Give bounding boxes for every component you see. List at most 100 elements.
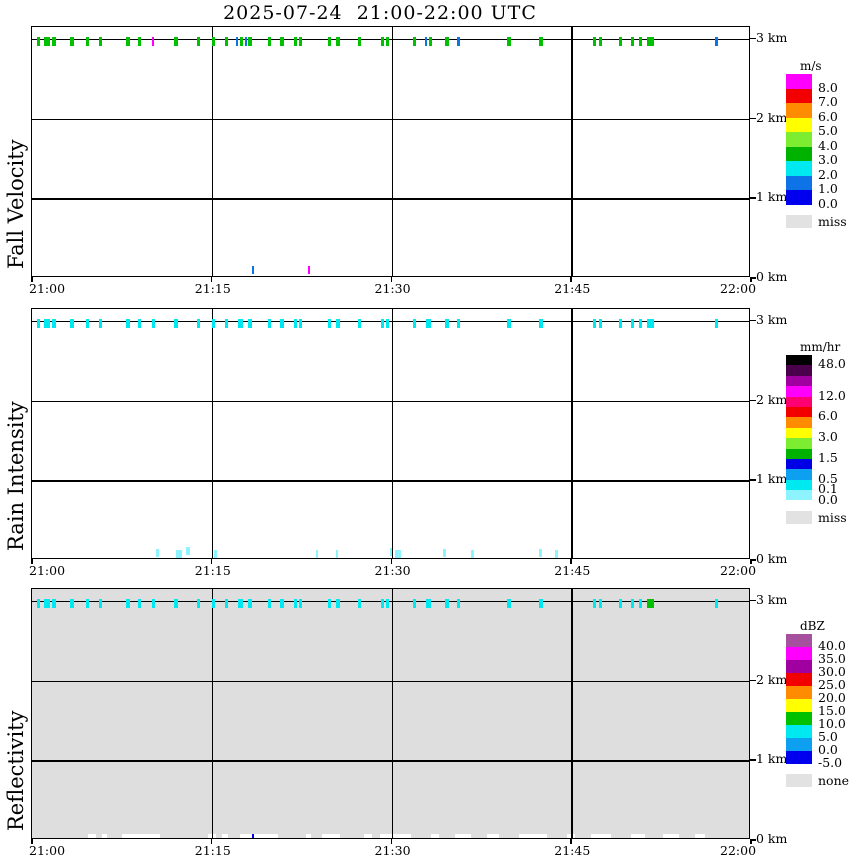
data-cell (248, 37, 252, 47)
data-cell (85, 37, 90, 47)
colorbar-tick-label: 0.0 (818, 195, 838, 211)
data-cell (507, 319, 511, 329)
colorbar-band (786, 396, 812, 407)
y-tick-label: 2 km (756, 391, 788, 407)
colorbar-band (786, 725, 812, 738)
data-cell (471, 550, 474, 558)
colorbar-missing-swatch (786, 510, 812, 524)
y-tick-label: 1 km (756, 189, 788, 205)
data-cell (224, 599, 229, 609)
colorbar-band (786, 375, 812, 387)
colorbar-strip-rain-intensity (786, 355, 812, 501)
data-cell (298, 599, 303, 609)
gridline-horizontal (32, 400, 749, 403)
data-cell (126, 37, 130, 47)
colorbar-band (786, 427, 812, 439)
colorbar-tick-label: 10.0 (818, 716, 846, 731)
data-cell (593, 37, 596, 47)
data-cell (293, 37, 298, 47)
colorbar-band (786, 103, 812, 118)
data-cell (185, 547, 190, 556)
x-tick-label: 21:30 (374, 843, 411, 858)
no-data-patch (207, 834, 216, 838)
gridline-vertical (391, 589, 393, 838)
data-cell (224, 319, 229, 329)
colorbar-band (786, 458, 812, 470)
data-cell (251, 833, 255, 838)
colorbar-band (786, 117, 812, 132)
x-tick-label: 21:45 (554, 281, 591, 296)
no-data-patch (221, 834, 228, 838)
data-cell (174, 319, 178, 329)
colorbar-band (786, 132, 812, 147)
plot-panel-rain-intensity (31, 308, 750, 559)
data-cell (36, 319, 41, 329)
x-tick-label: 21:15 (194, 843, 231, 858)
no-data-patch (101, 834, 108, 838)
colorbar-band (786, 386, 812, 397)
no-data-patch (695, 834, 706, 838)
y-tick-mark (750, 37, 756, 40)
colorbar-tick-label: 1.0 (818, 181, 838, 196)
plot-area-reflectivity (31, 588, 750, 839)
data-cell (98, 599, 103, 609)
colorbar-band (786, 74, 812, 89)
colorbar-tick-label: 48.0 (818, 356, 846, 372)
data-cell (43, 37, 50, 47)
data-cell (639, 599, 642, 609)
colorbar-band (786, 448, 812, 459)
data-cell (70, 599, 74, 609)
x-tick-mark (570, 559, 572, 564)
data-cell (298, 319, 303, 329)
data-cell (539, 599, 543, 609)
data-cell (151, 319, 155, 329)
x-tick-mark (570, 277, 572, 282)
data-cell (211, 37, 216, 47)
x-tick-mark (570, 839, 572, 844)
colorbar-tick-label: 2.0 (818, 166, 838, 182)
data-cell (267, 599, 272, 609)
data-cell (237, 599, 243, 609)
data-cell (235, 37, 239, 47)
data-cell (327, 599, 332, 609)
data-cell (174, 37, 178, 47)
x-tick-mark (210, 277, 213, 282)
data-cell (336, 37, 340, 47)
colorbar-tick-label: 3.0 (818, 429, 838, 445)
y-tick-label: 3 km (756, 591, 788, 607)
colorbar-band (786, 686, 812, 699)
data-cell (137, 37, 142, 47)
data-cell (425, 319, 432, 329)
data-cell (267, 37, 272, 47)
data-cell (593, 599, 596, 609)
colorbar-tick-label: 0.0 (818, 491, 838, 507)
colorbar-tick-label: -5.0 (818, 755, 843, 770)
data-cell (51, 37, 56, 47)
y-tick-mark (750, 117, 756, 120)
data-cell (715, 599, 718, 609)
plot-area-rain-intensity (31, 308, 750, 559)
x-tick-mark (210, 559, 213, 564)
data-cell (445, 37, 450, 47)
x-tick-label: 21:00 (29, 563, 66, 578)
gridline-horizontal (32, 680, 749, 683)
colorbar-tick-label: 7.0 (818, 94, 838, 109)
data-cell (293, 319, 298, 329)
x-tick-label: 21:15 (194, 563, 231, 578)
y-tick-label: 3 km (756, 311, 788, 327)
data-cell (357, 599, 362, 609)
data-cell (251, 266, 255, 275)
colorbar-units-reflectivity: dBZ (800, 619, 825, 633)
data-cell (715, 319, 718, 329)
y-tick-label: 2 km (756, 109, 788, 125)
x-tick-label: 21:00 (29, 843, 66, 858)
data-cell (539, 37, 543, 47)
data-cell (593, 319, 596, 329)
data-cell (445, 599, 450, 609)
data-cell (224, 37, 229, 47)
y-tick-mark (750, 399, 756, 402)
data-cell (248, 319, 252, 329)
y-tick-label: 3 km (756, 29, 788, 45)
x-tick-label: 21:15 (194, 281, 231, 296)
colorbar-band (786, 751, 812, 764)
